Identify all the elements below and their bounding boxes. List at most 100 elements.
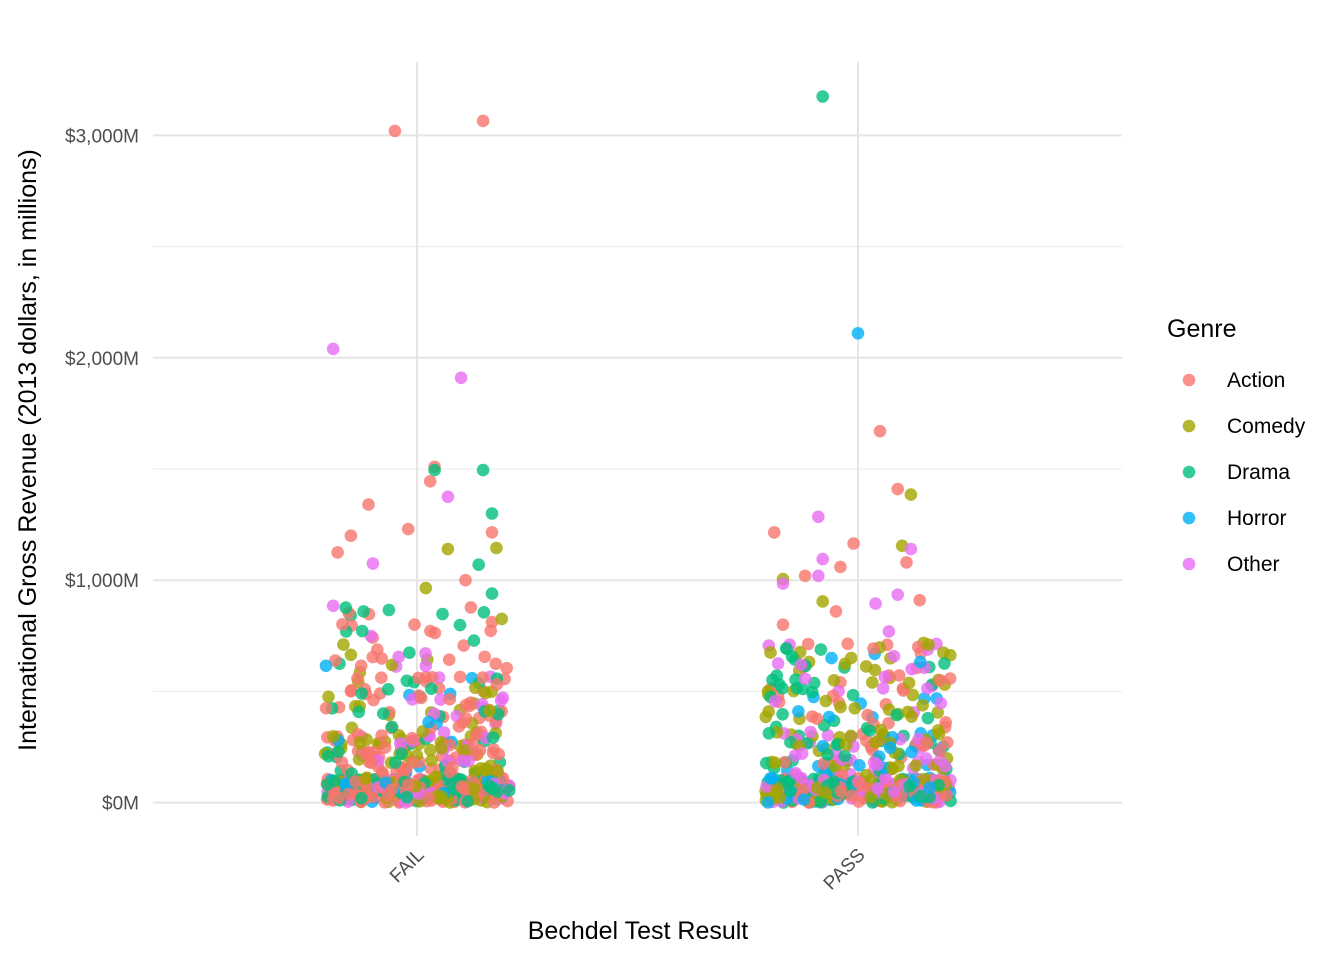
point-drama (503, 784, 516, 797)
point-drama (467, 634, 481, 647)
legend-key-other (1182, 557, 1196, 571)
point-drama (827, 775, 840, 788)
point-drama (453, 618, 467, 632)
point-drama (382, 603, 396, 617)
point-comedy (480, 763, 494, 777)
point-action (423, 475, 437, 488)
legend-key-action (1182, 373, 1196, 387)
y-tick-label: $3,000M (65, 126, 139, 147)
point-action (335, 756, 349, 769)
point-action (798, 569, 812, 583)
point-action (845, 789, 858, 802)
legend-key-comedy (1182, 419, 1196, 433)
point-comedy (469, 681, 482, 695)
point-comedy (326, 730, 340, 743)
point-action (375, 729, 388, 742)
point-drama (762, 727, 776, 740)
point-horror (923, 781, 936, 794)
point-drama (796, 682, 810, 696)
point-action (443, 765, 457, 779)
legend-key-horror (1182, 511, 1196, 525)
point-comedy (491, 764, 505, 778)
point-action (485, 526, 499, 539)
point-other (887, 649, 901, 663)
point-comedy (490, 541, 503, 555)
point-comedy (904, 488, 918, 501)
point-drama (814, 643, 828, 656)
point-action (500, 661, 513, 675)
point-action (933, 744, 947, 758)
point-action (941, 736, 954, 749)
point-other (816, 552, 829, 566)
data-points (318, 90, 957, 809)
point-drama (357, 605, 370, 618)
point-other (795, 747, 809, 760)
point-comedy (425, 754, 438, 767)
point-action (778, 756, 791, 769)
point-action (408, 618, 421, 631)
point-action (457, 639, 471, 652)
point-action (893, 669, 906, 682)
point-other (771, 657, 785, 670)
legend-title: Genre (1167, 315, 1236, 343)
point-action (455, 780, 469, 793)
point-action (336, 618, 349, 631)
point-action (801, 637, 815, 651)
point-comedy (816, 595, 829, 608)
point-action (422, 791, 436, 805)
point-drama (355, 687, 369, 700)
point-drama (400, 790, 414, 804)
point-action (900, 556, 913, 569)
point-comedy (937, 646, 950, 659)
point-horror (884, 741, 897, 754)
point-drama (914, 789, 928, 803)
point-other (812, 510, 825, 524)
point-comedy (416, 725, 430, 738)
point-action (847, 537, 860, 550)
point-other (776, 577, 790, 590)
point-comedy (838, 657, 852, 671)
point-other (798, 672, 812, 685)
legend-label-action: Action (1227, 369, 1285, 392)
point-comedy (886, 762, 900, 775)
point-drama (830, 738, 844, 751)
point-other (454, 371, 468, 385)
point-comedy (435, 742, 448, 755)
point-other (494, 694, 508, 707)
point-action (406, 756, 420, 769)
point-action (354, 659, 368, 673)
point-action (453, 670, 467, 684)
point-action (331, 546, 344, 559)
point-drama (486, 731, 500, 744)
point-drama (485, 507, 499, 520)
point-drama (339, 601, 353, 614)
point-action (867, 642, 880, 655)
point-drama (487, 782, 500, 795)
y-axis-tick-labels: $0M $1,000M $2,000M $3,000M (65, 126, 139, 814)
point-comedy (441, 542, 455, 556)
point-drama (816, 90, 829, 103)
point-action (912, 640, 925, 654)
legend-label-drama: Drama (1227, 461, 1290, 484)
point-drama (332, 745, 345, 758)
point-comedy (819, 694, 833, 708)
point-action (443, 692, 457, 706)
point-action (428, 626, 442, 640)
point-other (441, 490, 455, 504)
point-horror (905, 745, 918, 759)
point-comedy (424, 743, 437, 757)
y-tick-label: $2,000M (65, 349, 139, 370)
point-drama (938, 657, 951, 670)
point-comedy (901, 705, 915, 719)
point-action (776, 618, 790, 631)
point-action (920, 736, 934, 750)
point-drama (322, 750, 335, 763)
y-tick-label: $0M (102, 794, 139, 815)
point-other (794, 658, 808, 671)
x-tick-label: FAIL (386, 845, 428, 887)
point-comedy (434, 790, 448, 803)
point-comedy (773, 791, 787, 804)
point-drama (428, 463, 441, 477)
legend-key-drama (1182, 465, 1196, 479)
